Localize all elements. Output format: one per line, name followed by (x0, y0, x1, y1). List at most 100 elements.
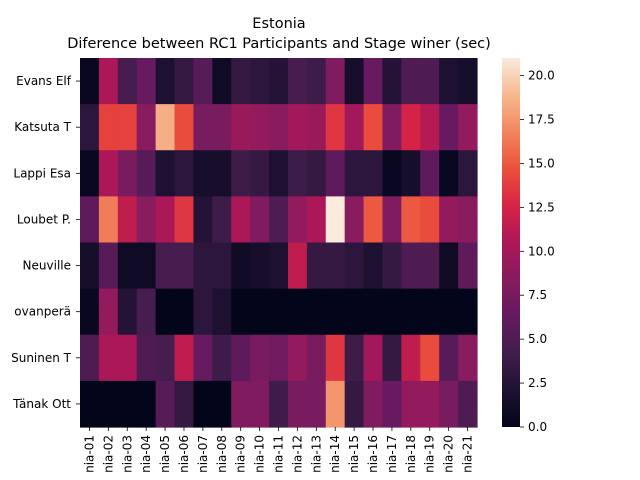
heatmap-cell (287, 104, 308, 151)
heatmap-cell (231, 196, 251, 244)
heatmap-cell (458, 334, 478, 382)
heatmap-cell (287, 334, 308, 382)
heatmap-cell (439, 380, 459, 428)
column-label: nia-06 (177, 435, 191, 473)
heatmap-cell (363, 150, 384, 197)
heatmap-cell (458, 288, 478, 336)
heatmap-cell (401, 104, 421, 151)
heatmap-cell (174, 150, 195, 197)
heatmap-cell (439, 196, 459, 244)
column-label: nia-13 (309, 435, 323, 473)
column-label: nia-10 (253, 435, 267, 473)
heatmap-cell (155, 334, 176, 382)
heatmap-cell (98, 196, 119, 244)
row-label: Loubet P. (17, 212, 71, 226)
column-label: nia-12 (290, 435, 304, 473)
column-label: nia-03 (120, 435, 134, 473)
heatmap-cell (155, 104, 176, 151)
heatmap-cell (117, 334, 138, 382)
heatmap-cell (193, 196, 213, 244)
heatmap-cell (344, 288, 365, 336)
heatmap-cell (439, 288, 459, 336)
column-label: nia-08 (215, 435, 229, 473)
heatmap-cell (325, 380, 346, 428)
column-label: nia-02 (101, 435, 115, 473)
heatmap-cell (250, 334, 270, 382)
heatmap-cell (212, 196, 232, 244)
heatmap-cell (458, 58, 478, 105)
heatmap-cell (382, 104, 402, 151)
heatmap-cell (325, 334, 346, 382)
heatmap-cell (344, 334, 365, 382)
heatmap-cell (439, 104, 459, 151)
heatmap-cell (117, 104, 138, 151)
column-label: nia-15 (347, 435, 361, 473)
heatmap-cell (98, 380, 119, 428)
heatmap-cell (98, 242, 119, 290)
heatmap-cell (231, 334, 251, 382)
heatmap-cell (269, 150, 289, 197)
colorbar-tick-label: 15.0 (528, 156, 555, 170)
column-label: nia-17 (385, 435, 399, 473)
heatmap-cell (420, 104, 440, 151)
heatmap-cell (458, 104, 478, 151)
heatmap-cell (250, 58, 270, 105)
heatmap-cell (98, 334, 119, 382)
heatmap-cell (250, 242, 270, 290)
column-label: nia-18 (404, 435, 418, 473)
heatmap-cell (155, 58, 176, 105)
row-label: Tänak Ott (12, 397, 71, 411)
heatmap-cell (439, 334, 459, 382)
heatmap-cell (117, 58, 138, 105)
heatmap-cell (325, 242, 346, 290)
colorbar-tick-label: 10.0 (528, 244, 555, 258)
heatmap-cell (193, 380, 213, 428)
column-label: nia-04 (139, 435, 153, 473)
heatmap-cell (401, 196, 421, 244)
heatmap-cell (193, 334, 213, 382)
heatmap-cell (117, 150, 138, 197)
heatmap-cell (306, 58, 327, 105)
heatmap-cell (269, 58, 289, 105)
heatmap-cell (344, 150, 365, 197)
heatmap-cell (344, 196, 365, 244)
heatmap-cell (80, 104, 100, 151)
heatmap-cell (458, 150, 478, 197)
heatmap-cell (231, 58, 251, 105)
heatmap-cell (325, 196, 346, 244)
heatmap-cell (250, 380, 270, 428)
row-label: Lappi Esa (13, 166, 71, 180)
heatmap-cell (306, 104, 327, 151)
heatmap-cell (231, 380, 251, 428)
heatmap-cell (344, 58, 365, 105)
heatmap-cell (117, 380, 138, 428)
heatmap-cell (231, 288, 251, 336)
heatmap-cell (174, 334, 195, 382)
heatmap-cell (420, 380, 440, 428)
heatmap-cell (117, 242, 138, 290)
row-labels: Evans Elf Katsuta T Lappi Esa Loubet P. Neuv… (11, 74, 80, 411)
heatmap-cell (212, 380, 232, 428)
column-labels: nia-01 nia-02 nia-03 nia-04 nia-05 nia-06 nia-… (82, 427, 475, 473)
heatmap-cell (306, 150, 327, 197)
column-label: nia-20 (442, 435, 456, 473)
heatmap-cell (363, 58, 384, 105)
heatmap-cell (306, 334, 327, 382)
heatmap-cell (155, 242, 176, 290)
column-label: nia-16 (366, 435, 380, 473)
column-label: nia-05 (158, 435, 172, 473)
heatmap-cell (458, 196, 478, 244)
heatmap-cell (287, 58, 308, 105)
heatmap-cell (231, 150, 251, 197)
heatmap-cell (306, 380, 327, 428)
heatmap-cell (250, 104, 270, 151)
heatmap-cell (269, 104, 289, 151)
heatmap-cell (382, 288, 402, 336)
row-label: Neuville (23, 259, 71, 273)
heatmap-cell (155, 150, 176, 197)
heatmap-cell (117, 288, 138, 336)
heatmap-cell (420, 242, 440, 290)
heatmap-cell (382, 58, 402, 105)
heatmap-cell (250, 288, 270, 336)
